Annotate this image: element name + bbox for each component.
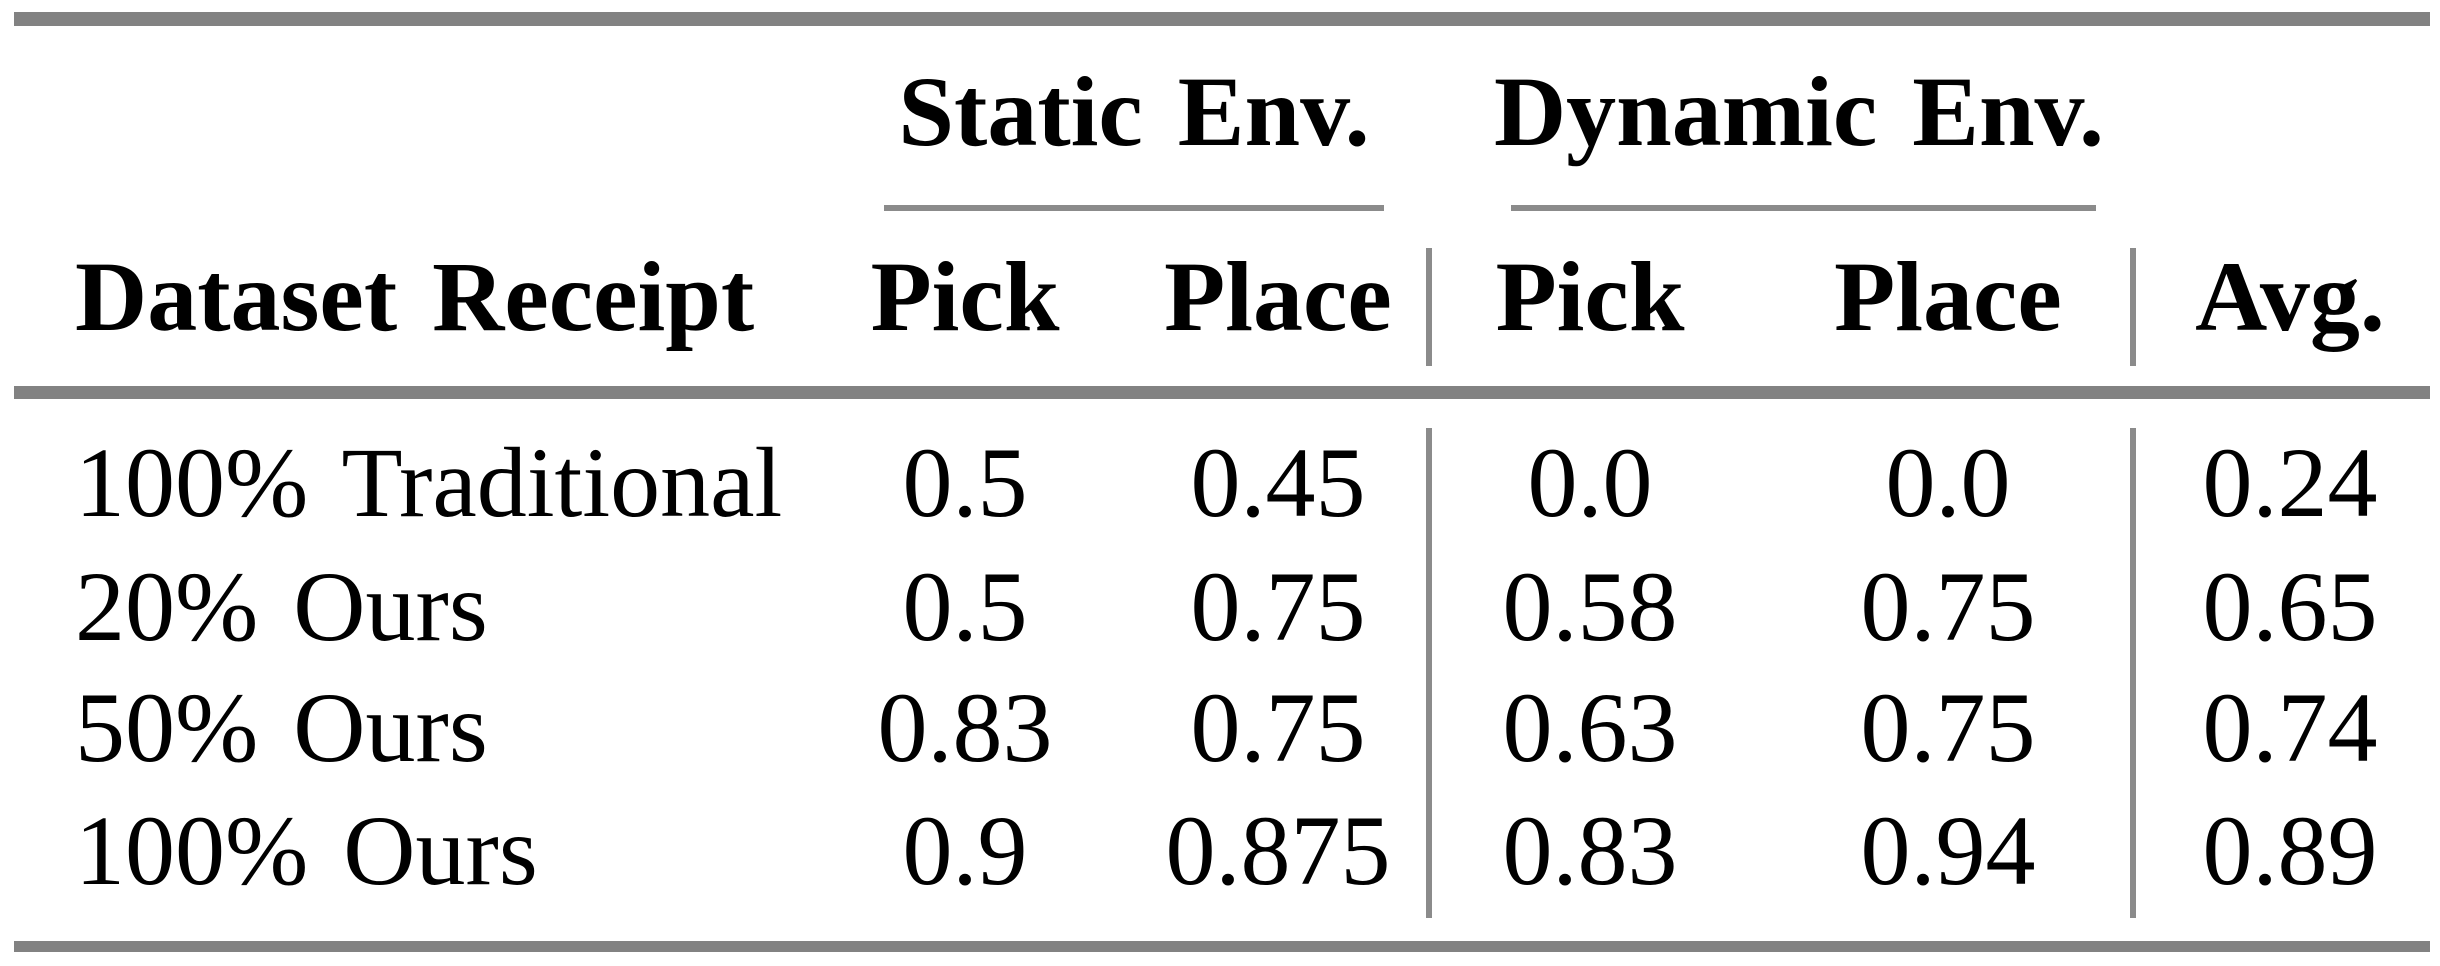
cell-dynamic-place: 0.75 [1860, 551, 2036, 662]
static-env-underline [884, 205, 1384, 211]
cell-static-place: 0.45 [1190, 427, 1366, 538]
group-header-static-env: Static Env. [898, 56, 1370, 167]
cell-dynamic-pick: 0.83 [1502, 795, 1678, 906]
cell-dynamic-pick: 0.58 [1502, 551, 1678, 662]
cell-static-place: 0.75 [1190, 672, 1366, 783]
divider-static-dynamic-body [1426, 428, 1432, 918]
cell-static-pick: 0.5 [902, 427, 1028, 538]
column-header-avg: Avg. [2195, 241, 2385, 352]
bottom-rule [14, 941, 2430, 952]
cell-dynamic-pick: 0.63 [1502, 672, 1678, 783]
column-header-dataset-receipt: Dataset Receipt [75, 241, 755, 352]
cell-dynamic-pick: 0.0 [1527, 427, 1653, 538]
top-rule [14, 12, 2430, 26]
column-header-static-place: Place [1164, 241, 1392, 352]
cell-avg: 0.89 [2202, 795, 2378, 906]
header-rule [14, 386, 2430, 399]
cell-dynamic-place: 0.94 [1860, 795, 2036, 906]
cell-dynamic-place: 0.75 [1860, 672, 2036, 783]
cell-avg: 0.24 [2202, 427, 2378, 538]
group-header-dynamic-env: Dynamic Env. [1493, 56, 2105, 167]
divider-dynamic-avg-body [2130, 428, 2136, 918]
row-label: 20% Ours [75, 551, 488, 662]
divider-dynamic-avg-header [2130, 248, 2136, 366]
cell-static-pick: 0.83 [877, 672, 1053, 783]
divider-static-dynamic-header [1426, 248, 1432, 366]
row-label: 100% Ours [75, 795, 538, 906]
dynamic-env-underline [1511, 205, 2096, 211]
column-header-static-pick: Pick [870, 241, 1060, 352]
cell-static-place: 0.75 [1190, 551, 1366, 662]
column-header-dynamic-pick: Pick [1495, 241, 1685, 352]
cell-avg: 0.74 [2202, 672, 2378, 783]
row-label: 100% Traditional [75, 427, 783, 538]
cell-dynamic-place: 0.0 [1885, 427, 2011, 538]
cell-static-place: 0.875 [1165, 795, 1391, 906]
cell-static-pick: 0.9 [902, 795, 1028, 906]
column-header-dynamic-place: Place [1834, 241, 2062, 352]
cell-static-pick: 0.5 [902, 551, 1028, 662]
cell-avg: 0.65 [2202, 551, 2378, 662]
row-label: 50% Ours [75, 672, 488, 783]
